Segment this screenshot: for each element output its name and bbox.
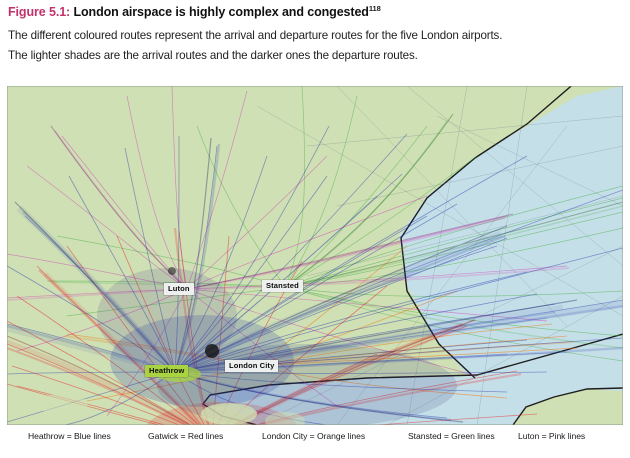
- map-legend: Heathrow = Blue lines Gatwick = Red line…: [0, 430, 630, 452]
- map-label-stansted: Stansted: [262, 280, 303, 292]
- legend-item-heathrow: Heathrow = Blue lines: [28, 431, 111, 441]
- map-label-london-city: London City: [225, 360, 279, 372]
- airspace-map: Luton Stansted Heathrow London City Gatw…: [7, 86, 623, 425]
- figure-subtitle-line-1: The different coloured routes represent …: [8, 29, 503, 42]
- map-label-luton: Luton: [164, 283, 194, 295]
- figure-header: Figure 5.1: London airspace is highly co…: [0, 0, 630, 66]
- figure-footnote-marker: 118: [368, 3, 381, 13]
- figure-subtitle-line-2: The lighter shades are the arrival route…: [8, 49, 418, 62]
- map-canvas: [7, 86, 623, 425]
- figure-number: Figure 5.1:: [8, 5, 71, 19]
- legend-item-stansted: Stansted = Green lines: [408, 431, 495, 441]
- legend-item-gatwick: Gatwick = Red lines: [148, 431, 224, 441]
- page-title: Figure 5.1: London airspace is highly co…: [8, 4, 622, 20]
- legend-item-luton: Luton = Pink lines: [518, 431, 586, 441]
- legend-item-london-city: London City = Orange lines: [262, 431, 366, 441]
- map-label-heathrow: Heathrow: [145, 365, 189, 377]
- figure-title-text: London airspace is highly complex and co…: [73, 5, 369, 19]
